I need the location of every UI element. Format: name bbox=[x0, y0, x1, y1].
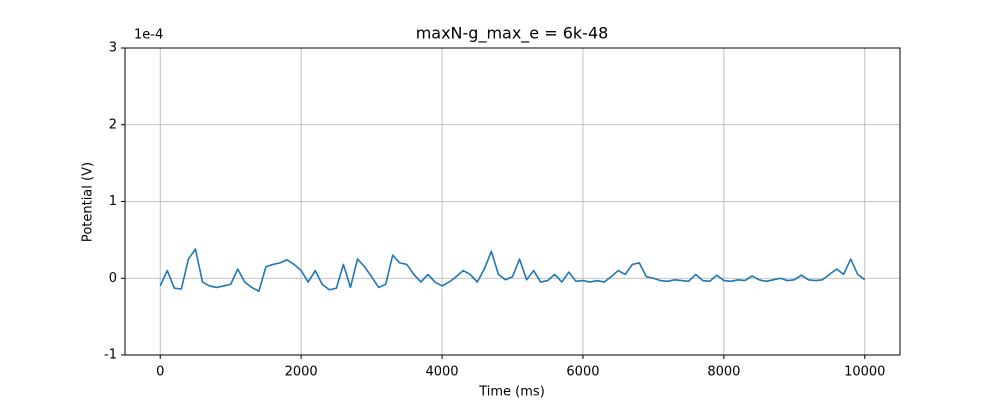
x-tick-label: 2000 bbox=[285, 365, 318, 380]
x-tick-label: 10000 bbox=[844, 365, 885, 380]
x-tick-label: 6000 bbox=[566, 365, 599, 380]
x-axis-label: Time (ms) bbox=[478, 385, 545, 400]
y-axis-label: Potential (V) bbox=[81, 162, 96, 242]
x-tick-label: 4000 bbox=[425, 365, 458, 380]
y-tick-label: 3 bbox=[109, 41, 117, 56]
y-tick-label: 1 bbox=[109, 194, 117, 209]
x-tick-label: 8000 bbox=[707, 365, 740, 380]
x-tick-label: 0 bbox=[156, 365, 164, 380]
data-line bbox=[159, 248, 866, 293]
chart-title: maxN-g_max_e = 6k-48 bbox=[416, 24, 609, 44]
y-tick-label: -1 bbox=[104, 348, 117, 363]
y-tick-label: 2 bbox=[109, 117, 117, 132]
y-tick-label: 0 bbox=[109, 271, 117, 286]
plot-frame bbox=[124, 47, 901, 356]
y-offset-label: 1e-4 bbox=[134, 28, 163, 43]
